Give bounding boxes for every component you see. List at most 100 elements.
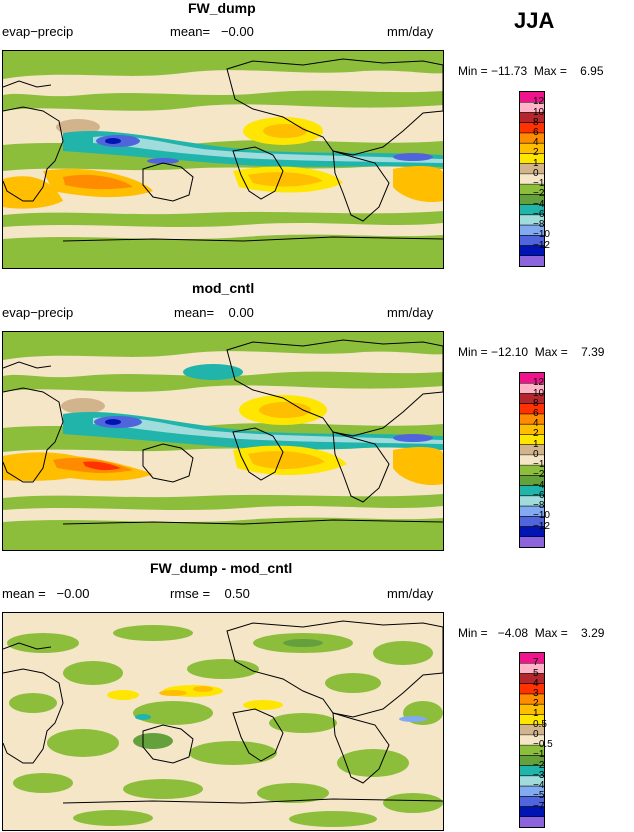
panel-3-title: FW_dump - mod_cntl	[150, 560, 293, 576]
colorbar-swatch	[520, 403, 544, 415]
colorbar-tick-label: −0.5	[533, 739, 553, 751]
colorbar-tick-label: 0.5	[533, 718, 547, 730]
colorbar-tick-label: −5	[533, 790, 545, 802]
colorbar-swatch	[520, 495, 544, 507]
panel-2-map-svg	[3, 332, 443, 550]
colorbar-tick-label: 2	[533, 147, 539, 159]
panel-2-colorbar-svg	[520, 373, 544, 548]
colorbar-swatch	[520, 204, 544, 216]
colorbar-tick-label: 1	[533, 438, 539, 450]
colorbar-swatch	[520, 132, 544, 144]
colorbar-swatch	[520, 434, 544, 446]
colorbar-swatch	[520, 122, 544, 134]
panel-2-minmax: Min = −12.10 Max = 7.39	[458, 345, 605, 359]
colorbar-swatch	[520, 194, 544, 206]
colorbar-tick-label: 12	[533, 96, 545, 108]
colorbar-tick-label: −1	[533, 459, 545, 471]
colorbar-tick-label: 0	[533, 448, 539, 460]
colorbar-tick-label: 5	[533, 667, 539, 679]
colorbar-swatch	[520, 485, 544, 497]
colorbar-tick-label: −12	[533, 239, 550, 251]
panel-2-units: mm/day	[387, 305, 434, 320]
season-label: JJA	[514, 8, 555, 33]
colorbar-tick-label: 6	[533, 407, 539, 419]
colorbar-tick-label: 8	[533, 397, 539, 409]
panel-1-units: mm/day	[387, 24, 434, 39]
colorbar-tick-label: −6	[533, 208, 545, 220]
colorbar-swatch	[520, 673, 544, 685]
colorbar-swatch	[520, 163, 544, 175]
colorbar-tick-label: 6	[533, 126, 539, 138]
colorbar-tick-label: 0	[533, 167, 539, 179]
colorbar-swatch	[520, 816, 544, 828]
panel-2-title: mod_cntl	[192, 280, 255, 296]
colorbar-swatch	[520, 765, 544, 777]
panel-1-mean-label: mean= −0.00	[170, 24, 254, 39]
colorbar-swatch	[520, 745, 544, 756]
colorbar-swatch	[520, 255, 544, 267]
colorbar-swatch	[520, 506, 544, 517]
colorbar-swatch	[520, 755, 544, 767]
colorbar-tick-label: −10	[533, 510, 550, 522]
colorbar-tick-label: −2	[533, 188, 545, 200]
colorbar-swatch	[520, 245, 544, 257]
colorbar-tick-label: 7	[533, 657, 539, 669]
colorbar-tick-label: −2	[533, 759, 545, 771]
colorbar-swatch	[520, 413, 544, 425]
colorbar-swatch	[520, 424, 544, 435]
colorbar-tick-label: 1	[533, 157, 539, 169]
colorbar-tick-label: −4	[533, 479, 545, 491]
colorbar-swatch	[520, 184, 544, 195]
colorbar-swatch	[520, 683, 544, 695]
panel-3-mean-label: mean = −0.00	[2, 586, 90, 601]
colorbar-swatch	[520, 536, 544, 548]
colorbar-tick-label: 0	[533, 728, 539, 740]
colorbar-swatch	[520, 796, 544, 808]
panel-2-colorbar	[519, 372, 545, 548]
colorbar-tick-label: 10	[533, 387, 545, 399]
colorbar-swatch	[520, 663, 544, 674]
colorbar-swatch	[520, 383, 544, 394]
colorbar-tick-label: −6	[533, 489, 545, 501]
colorbar-swatch	[520, 704, 544, 715]
colorbar-tick-label: −2	[533, 469, 545, 481]
colorbar-swatch	[520, 173, 544, 185]
panel-1-variable-label: evap−precip	[2, 24, 74, 39]
panel-2-mean-label: mean= 0.00	[174, 305, 254, 320]
panel-3-map	[2, 612, 444, 831]
colorbar-swatch	[520, 444, 544, 456]
colorbar-swatch	[520, 475, 544, 487]
colorbar-tick-label: 8	[533, 116, 539, 128]
colorbar-tick-label: −12	[533, 520, 550, 532]
panel-3-rmse-label: rmse = 0.50	[170, 586, 250, 601]
colorbar-tick-label: −1	[533, 178, 545, 190]
colorbar-tick-label: 4	[533, 137, 539, 149]
colorbar-tick-label: −10	[533, 229, 550, 241]
colorbar-swatch	[520, 526, 544, 538]
colorbar-swatch	[520, 724, 544, 736]
colorbar-tick-label: 10	[533, 106, 545, 118]
colorbar-swatch	[520, 393, 544, 405]
panel-2-map	[2, 331, 444, 551]
colorbar-tick-label: −8	[533, 219, 545, 231]
colorbar-swatch	[520, 786, 544, 797]
colorbar-tick-label: −8	[533, 500, 545, 512]
colorbar-swatch	[520, 373, 544, 384]
colorbar-tick-label: −1	[533, 749, 545, 761]
panel-1-minmax: Min = −11.73 Max = 6.95	[458, 64, 604, 78]
colorbar-swatch	[520, 734, 544, 746]
colorbar-swatch	[520, 92, 544, 103]
colorbar-tick-label: 4	[533, 418, 539, 430]
colorbar-swatch	[520, 225, 544, 236]
colorbar-tick-label: 3	[533, 687, 539, 699]
panel-2-variable-label: evap−precip	[2, 305, 74, 320]
colorbar-swatch	[520, 806, 544, 818]
colorbar-tick-label: 2	[533, 428, 539, 440]
colorbar-swatch	[520, 112, 544, 124]
colorbar-tick-label: −3	[533, 769, 545, 781]
colorbar-swatch	[520, 693, 544, 705]
colorbar-swatch	[520, 465, 544, 476]
colorbar-swatch	[520, 775, 544, 787]
colorbar-swatch	[520, 102, 544, 113]
panel-3-map-svg	[3, 613, 443, 830]
